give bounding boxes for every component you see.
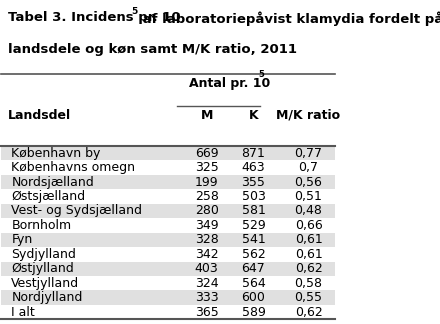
- FancyBboxPatch shape: [1, 160, 335, 175]
- Text: Østsjælland: Østsjælland: [11, 190, 85, 203]
- Text: 0,55: 0,55: [294, 291, 323, 304]
- Text: 0,61: 0,61: [295, 248, 323, 261]
- Text: K: K: [249, 109, 258, 122]
- Text: 280: 280: [195, 204, 219, 217]
- FancyBboxPatch shape: [1, 305, 335, 319]
- Text: Tabel 3. Incidens pr. 10: Tabel 3. Incidens pr. 10: [8, 11, 181, 24]
- Text: 349: 349: [195, 219, 219, 232]
- Text: 0,77: 0,77: [294, 147, 323, 160]
- Text: 199: 199: [195, 176, 219, 189]
- Text: 5: 5: [258, 70, 264, 79]
- Text: Vest- og Sydsjælland: Vest- og Sydsjælland: [11, 204, 143, 217]
- Text: 0,62: 0,62: [295, 262, 323, 275]
- Text: 403: 403: [195, 262, 219, 275]
- Text: Vestjylland: Vestjylland: [11, 277, 80, 290]
- Text: Landsdel: Landsdel: [8, 109, 71, 122]
- Text: I alt: I alt: [11, 306, 35, 319]
- FancyBboxPatch shape: [1, 261, 335, 276]
- Text: 463: 463: [242, 161, 265, 174]
- FancyBboxPatch shape: [1, 233, 335, 247]
- Text: 324: 324: [195, 277, 219, 290]
- Text: 581: 581: [242, 204, 265, 217]
- Text: 258: 258: [195, 190, 219, 203]
- Text: 541: 541: [242, 233, 265, 246]
- Text: 562: 562: [242, 248, 265, 261]
- FancyBboxPatch shape: [1, 204, 335, 218]
- Text: 0,7: 0,7: [298, 161, 319, 174]
- Text: 355: 355: [242, 176, 265, 189]
- Text: af laboratoriepåvist klamydia fordelt på: af laboratoriepåvist klamydia fordelt på: [138, 11, 440, 26]
- Text: 0,48: 0,48: [295, 204, 323, 217]
- FancyBboxPatch shape: [1, 189, 335, 204]
- Text: 333: 333: [195, 291, 219, 304]
- Text: landsdele og køn samt M/K ratio, 2011: landsdele og køn samt M/K ratio, 2011: [8, 43, 297, 56]
- Text: Fyn: Fyn: [11, 233, 33, 246]
- Text: Københavns omegn: Københavns omegn: [11, 161, 136, 174]
- Text: 503: 503: [242, 190, 265, 203]
- Text: 871: 871: [242, 147, 265, 160]
- Text: 365: 365: [195, 306, 219, 319]
- FancyBboxPatch shape: [1, 291, 335, 305]
- Text: 325: 325: [195, 161, 219, 174]
- Text: 0,51: 0,51: [295, 190, 323, 203]
- Text: 0,58: 0,58: [294, 277, 323, 290]
- Text: 529: 529: [242, 219, 265, 232]
- Text: 669: 669: [195, 147, 219, 160]
- Text: 647: 647: [242, 262, 265, 275]
- Text: M/K ratio: M/K ratio: [276, 109, 341, 122]
- Text: Nordsjælland: Nordsjælland: [11, 176, 94, 189]
- Text: 328: 328: [195, 233, 219, 246]
- Text: Nordjylland: Nordjylland: [11, 291, 83, 304]
- Text: Sydjylland: Sydjylland: [11, 248, 76, 261]
- Text: 589: 589: [242, 306, 265, 319]
- Text: Antal pr. 10: Antal pr. 10: [190, 77, 271, 90]
- Text: 600: 600: [242, 291, 265, 304]
- Text: 0,62: 0,62: [295, 306, 323, 319]
- Text: 564: 564: [242, 277, 265, 290]
- Text: 342: 342: [195, 248, 219, 261]
- Text: 0,66: 0,66: [295, 219, 323, 232]
- FancyBboxPatch shape: [1, 175, 335, 189]
- Text: M: M: [201, 109, 213, 122]
- FancyBboxPatch shape: [1, 218, 335, 233]
- Text: 0,56: 0,56: [295, 176, 323, 189]
- Text: 5: 5: [131, 7, 137, 16]
- Text: Østjylland: Østjylland: [11, 262, 74, 275]
- FancyBboxPatch shape: [1, 146, 335, 160]
- Text: Bornholm: Bornholm: [11, 219, 72, 232]
- FancyBboxPatch shape: [1, 276, 335, 291]
- FancyBboxPatch shape: [1, 247, 335, 261]
- Text: København by: København by: [11, 147, 101, 160]
- Text: 0,61: 0,61: [295, 233, 323, 246]
